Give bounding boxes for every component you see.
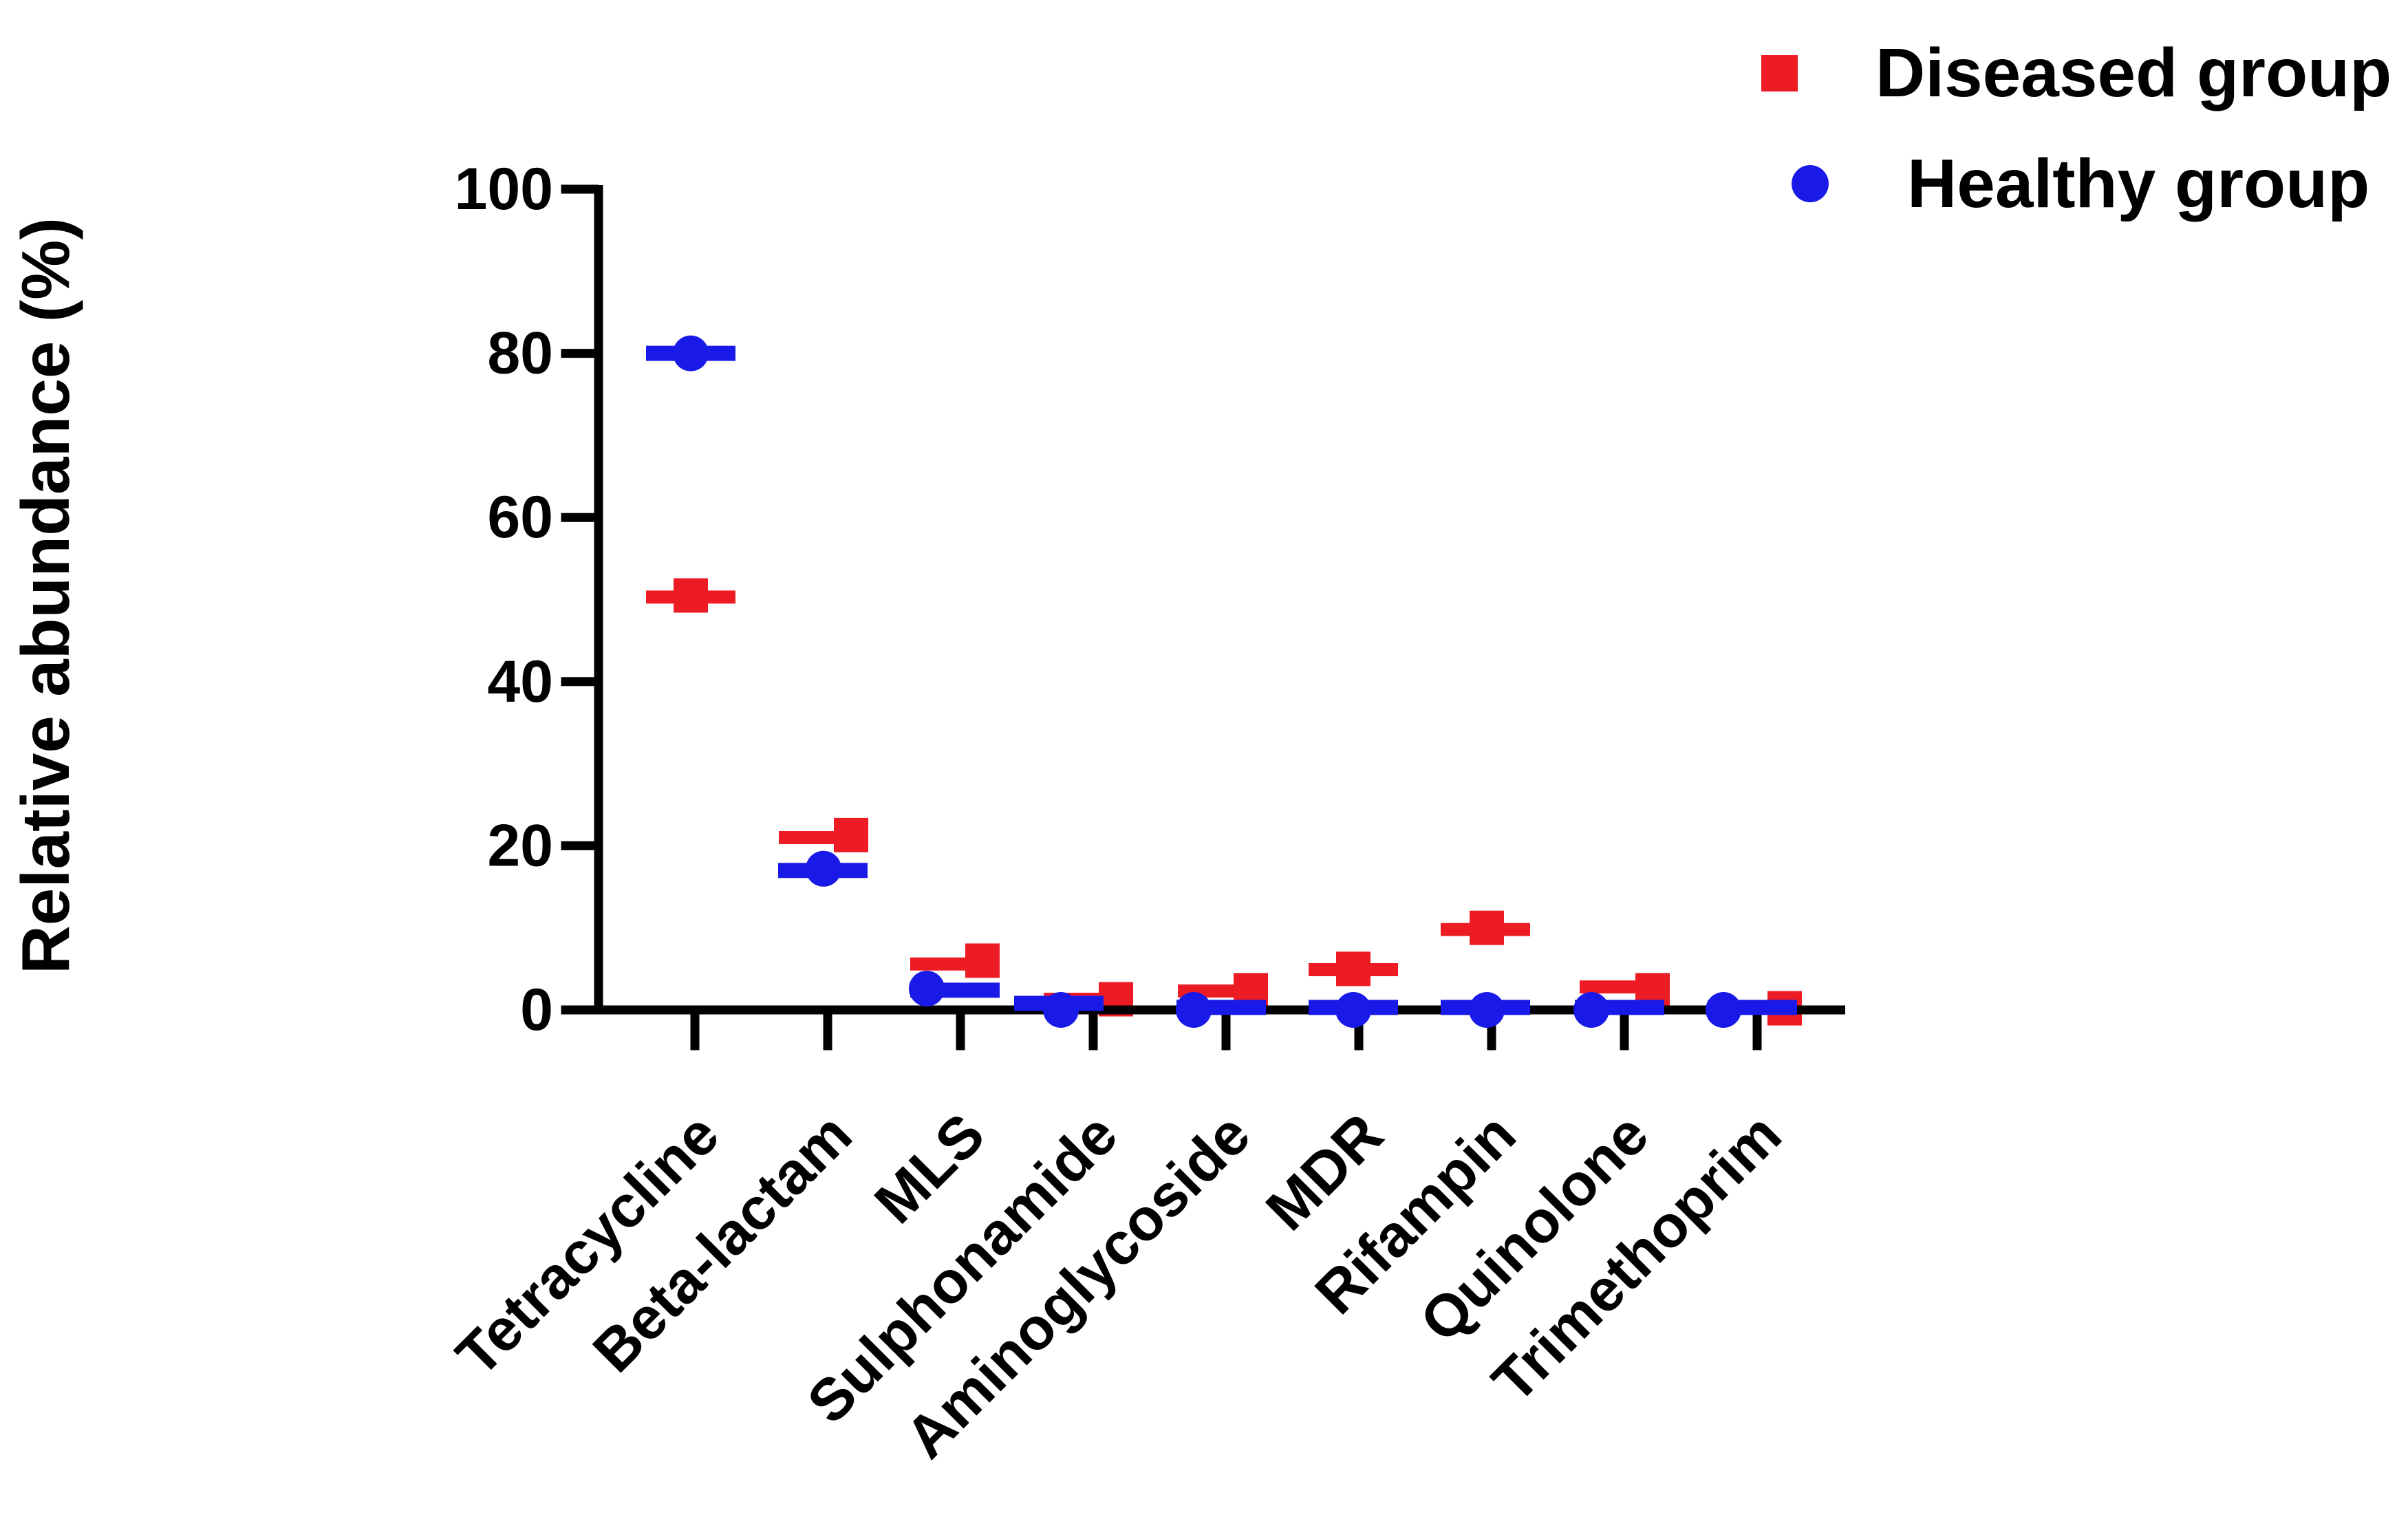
y-axis-title: Relative abundance (%) [8, 217, 83, 974]
healthy-point-mls [909, 970, 945, 1006]
healthy-series-layer [646, 335, 1797, 1028]
y-tick-label-80: 80 [487, 321, 553, 387]
y-tick-label-40: 40 [487, 649, 553, 715]
healthy-point-rifampin [1469, 992, 1505, 1028]
legend-diseased-square-icon [1761, 55, 1798, 91]
diseased-point-tetracycline [674, 578, 708, 613]
diseased-point-mls [965, 943, 1000, 978]
legend-healthy-label: Healthy group [1907, 145, 2369, 222]
y-tick-label-100: 100 [455, 156, 554, 222]
legend-diseased-label: Diseased group [1875, 34, 2391, 111]
healthy-point-sulphonamide [1043, 992, 1079, 1028]
y-tick-label-0: 0 [520, 977, 553, 1043]
healthy-point-mdr [1335, 992, 1371, 1028]
healthy-point-tetracycline [673, 335, 709, 371]
healthy-point-trimethoprim [1706, 992, 1741, 1028]
diseased-point-beta-lactam [834, 817, 868, 852]
diseased-point-mdr [1336, 951, 1370, 987]
y-tick-label-60: 60 [487, 484, 553, 550]
legend: Diseased group Healthy group [1761, 34, 2391, 222]
healthy-point-quinolone [1573, 992, 1609, 1028]
legend-healthy-circle-icon [1792, 165, 1829, 202]
y-tick-label-20: 20 [487, 812, 553, 879]
healthy-point-aminoglycoside [1176, 992, 1212, 1028]
healthy-point-beta-lactam [806, 850, 841, 887]
diseased-point-rifampin [1470, 910, 1504, 945]
